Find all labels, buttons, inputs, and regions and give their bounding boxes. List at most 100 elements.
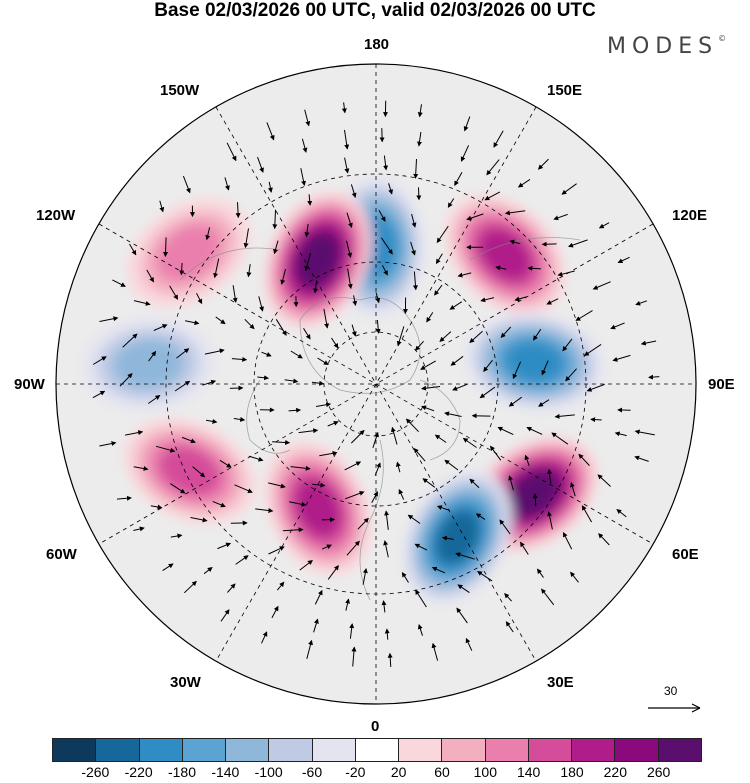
wind-vector — [341, 102, 347, 114]
wind-vector — [414, 543, 428, 551]
wind-vector — [229, 385, 244, 391]
wind-vector — [635, 300, 648, 306]
anomaly-russia-high-level — [158, 446, 221, 496]
colorbar-segment — [658, 739, 701, 761]
wind-vector — [258, 296, 264, 312]
wind-vector — [547, 511, 553, 530]
wind-vector — [233, 416, 246, 422]
wind-vector — [219, 459, 232, 468]
lon-label-120e: 120E — [672, 207, 708, 224]
wind-vector — [99, 316, 119, 322]
wind-vector — [176, 348, 190, 359]
wind-vector — [504, 592, 512, 602]
wind-vector — [469, 330, 483, 344]
wind-vector — [99, 441, 117, 447]
wind-vector — [304, 224, 310, 238]
colorbar-tick-label: 60 — [434, 764, 450, 780]
wind-vector — [512, 361, 522, 380]
wind-vector — [255, 508, 274, 513]
wind-vector — [148, 395, 161, 404]
wind-vector — [455, 552, 475, 560]
wind-vector — [411, 213, 417, 228]
wind-vector — [648, 374, 660, 380]
lon-label-150w: 150W — [160, 82, 200, 99]
wind-vector — [179, 262, 185, 276]
lon-label-90e: 90E — [708, 376, 735, 393]
wind-vector — [357, 517, 369, 530]
wind-vector — [212, 500, 226, 508]
wind-vector — [344, 461, 362, 471]
wind-vector — [350, 429, 365, 444]
wind-vector — [575, 310, 593, 321]
colorbar-segment — [355, 739, 400, 761]
lon-label-120w: 120W — [36, 207, 76, 224]
wind-vector — [317, 357, 329, 366]
wind-vector — [206, 418, 218, 424]
wind-vector — [374, 462, 381, 476]
wind-vector — [235, 202, 241, 219]
wind-vector — [520, 541, 529, 555]
colorbar-segment — [96, 739, 140, 761]
colorbar-segment — [572, 739, 616, 761]
wind-vector — [444, 459, 459, 471]
wind-vector — [417, 131, 422, 147]
wind-vector — [457, 584, 470, 594]
colorbar-segment — [53, 739, 97, 761]
wind-vector — [119, 372, 133, 387]
wind-vector — [614, 431, 627, 437]
wind-vector — [383, 155, 389, 171]
wind-vector — [493, 130, 504, 148]
colorbar-tick-label: 20 — [390, 764, 407, 780]
wind-vector — [383, 540, 389, 558]
wind-vector — [331, 337, 339, 349]
wind-vector — [551, 432, 569, 445]
wind-vector — [479, 386, 496, 399]
wind-vector — [349, 623, 355, 639]
wind-vector — [276, 581, 285, 591]
wind-vector — [313, 618, 319, 633]
wind-vector — [231, 356, 248, 362]
wind-vector — [346, 540, 360, 556]
anomaly-japan-high-level — [156, 224, 222, 282]
wind-vector — [570, 571, 579, 583]
wind-vector — [415, 589, 427, 608]
colorbar-tick-label: -20 — [345, 764, 366, 780]
wind-vector — [454, 171, 463, 187]
wind-vector — [301, 138, 308, 153]
wind-vector — [217, 542, 232, 550]
wind-vector — [541, 360, 549, 376]
wind-vector — [391, 426, 398, 445]
colorbar-tick-label: 260 — [646, 764, 671, 780]
lon-label-150e: 150E — [547, 82, 583, 99]
wind-vector — [466, 213, 484, 221]
colorbar-tick-label: 140 — [516, 764, 541, 780]
wind-vector — [351, 646, 357, 667]
wind-vector — [133, 466, 149, 471]
wind-vector — [288, 501, 307, 507]
wind-vector — [541, 241, 557, 247]
wind-vector — [497, 426, 514, 436]
wind-vector — [561, 183, 577, 195]
colorbar-segment — [139, 739, 183, 761]
wind-vector — [181, 436, 196, 444]
wind-vector — [436, 225, 449, 244]
wind-vector — [413, 158, 419, 179]
wind-vector — [312, 482, 326, 488]
wind-vector — [562, 531, 573, 550]
wind-vector — [344, 129, 350, 150]
map-title: Base 02/03/2026 00 UTC, valid 02/03/2026… — [154, 0, 596, 21]
wind-vector — [248, 455, 264, 462]
wind-vector — [213, 258, 220, 279]
wind-vector — [405, 418, 419, 433]
wind-vector — [532, 493, 538, 507]
wind-vector — [319, 450, 338, 457]
colorbar — [52, 738, 702, 762]
wind-vector — [634, 455, 649, 462]
wind-vector — [447, 198, 455, 208]
wind-vector — [495, 265, 507, 271]
wind-vector — [617, 256, 630, 264]
wind-vector — [583, 343, 602, 356]
wind-vector — [462, 437, 477, 448]
wind-vector — [350, 184, 357, 198]
